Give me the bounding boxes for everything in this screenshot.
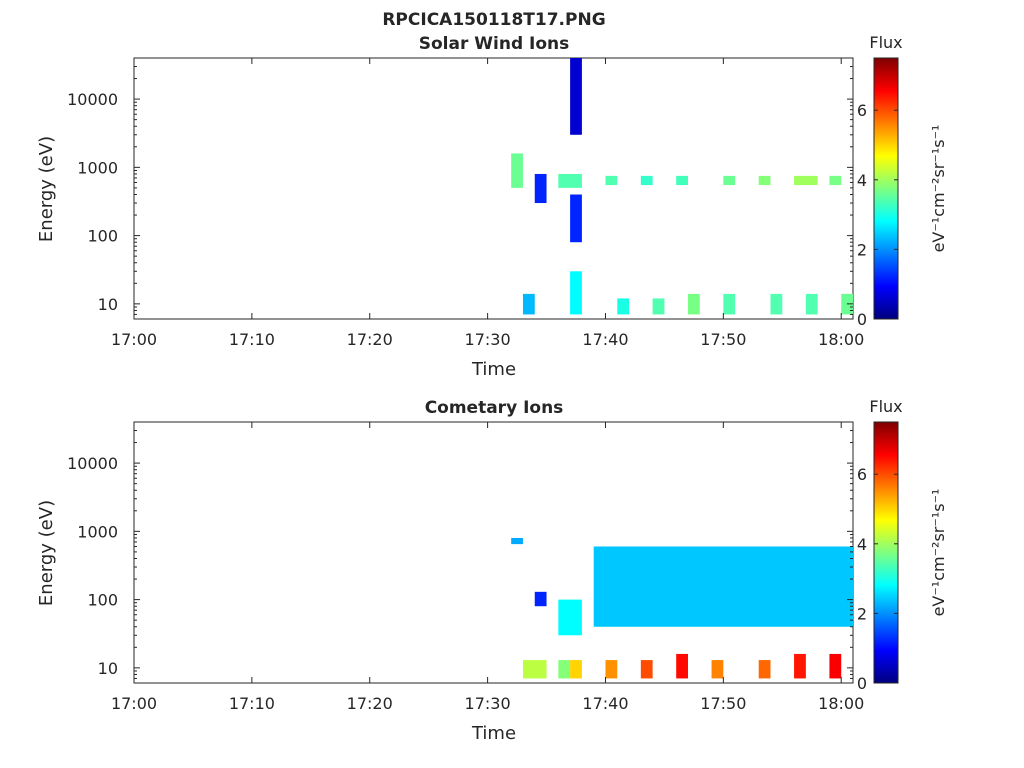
- x-tick-label: 17:20: [347, 694, 393, 713]
- colorbar-unit-label: eV⁻¹cm⁻²sr⁻¹s⁻¹: [929, 489, 948, 617]
- cometary-xlabel: Time: [471, 723, 516, 744]
- flux-band: [640, 660, 653, 679]
- x-tick-label: 17:50: [700, 330, 746, 349]
- flux-band: [687, 293, 700, 315]
- x-tick-label: 18:00: [818, 694, 864, 713]
- x-tick-label: 17:30: [465, 330, 511, 349]
- flux-band: [829, 653, 842, 679]
- flux-band: [640, 175, 653, 186]
- flux-band: [770, 293, 783, 315]
- colorbar-tick-label: 2: [857, 604, 867, 623]
- flux-band: [676, 175, 688, 186]
- solar-wind-title: Solar Wind Ions: [419, 34, 570, 54]
- flux-band: [534, 173, 547, 204]
- cometary-title: Cometary Ions: [425, 398, 564, 418]
- flux-band: [758, 660, 771, 679]
- flux-band: [570, 58, 582, 135]
- y-tick-label: 10000: [67, 90, 118, 109]
- x-tick-label: 17:20: [347, 330, 393, 349]
- flux-band: [605, 660, 618, 679]
- flux-band: [829, 175, 842, 186]
- flux-band: [522, 293, 535, 315]
- flux-band: [758, 175, 771, 186]
- colorbar-tick-label: 6: [857, 101, 867, 120]
- colorbar-tick-label: 4: [857, 171, 867, 190]
- flux-band: [570, 271, 582, 315]
- flux-band: [805, 293, 818, 315]
- colorbar-title: Flux: [869, 397, 902, 416]
- flux-band: [522, 660, 547, 679]
- cometary-spectrogram: [511, 537, 853, 679]
- colorbar-tick-label: 0: [857, 674, 867, 693]
- figure-title: RPCICA150118T17.PNG: [382, 10, 605, 30]
- flux-band: [570, 660, 582, 679]
- colorbar-unit-label: eV⁻¹cm⁻²sr⁻¹s⁻¹: [929, 125, 948, 253]
- colorbar-gradient: [873, 57, 899, 320]
- solar-wind-panel: Solar Wind Ions 17:00 17:10 17:20 17:30 17:4…: [36, 33, 948, 380]
- flux-band: [511, 153, 523, 188]
- x-tick-label: 17:10: [229, 694, 275, 713]
- flux-band: [711, 660, 724, 679]
- colorbar-tick-label: 6: [857, 465, 867, 484]
- flux-band: [605, 175, 618, 186]
- cometary-panel: Cometary Ions 17:00 17:10 17:20 17:30 17:40 1…: [36, 397, 948, 744]
- colorbar-title: Flux: [869, 33, 902, 52]
- y-tick-label: 1000: [77, 522, 118, 541]
- solar-wind-plot-area: [133, 57, 854, 320]
- solar-wind-colorbar: Flux 0 2 4 6 eV⁻¹cm⁻²sr⁻¹s⁻¹: [857, 33, 948, 329]
- x-tick-label: 17:40: [582, 694, 628, 713]
- colorbar-tick-label: 0: [857, 310, 867, 329]
- flux-band: [558, 660, 571, 679]
- flux-band: [511, 537, 523, 545]
- flux-band: [534, 591, 547, 607]
- flux-band: [558, 173, 582, 188]
- colorbar-tick-label: 2: [857, 240, 867, 259]
- y-tick-label: 1000: [77, 158, 118, 177]
- solar-wind-xlabel: Time: [471, 359, 516, 380]
- flux-band: [593, 546, 853, 627]
- y-tick-label: 10: [98, 295, 118, 314]
- x-tick-label: 17:40: [582, 330, 628, 349]
- y-tick-label: 100: [87, 591, 118, 610]
- cometary-colorbar: Flux 0 2 4 6 eV⁻¹cm⁻²sr⁻¹s⁻¹: [857, 397, 948, 693]
- colorbar-gradient: [873, 421, 899, 684]
- flux-band: [558, 599, 582, 636]
- y-tick-label: 10: [98, 659, 118, 678]
- flux-band: [723, 175, 736, 186]
- x-tick-label: 18:00: [818, 330, 864, 349]
- solar-wind-spectrogram: [511, 58, 853, 315]
- cometary-axes: 17:00 17:10 17:20 17:30 17:40 17:50 18:00 10 100…: [67, 421, 864, 713]
- x-tick-label: 17:30: [465, 694, 511, 713]
- flux-band: [794, 653, 806, 679]
- flux-band: [617, 298, 630, 315]
- x-tick-label: 17:10: [229, 330, 275, 349]
- y-tick-label: 10000: [67, 454, 118, 473]
- y-tick-label: 100: [87, 227, 118, 246]
- cometary-ylabel: Energy (eV): [36, 500, 57, 606]
- x-tick-label: 17:00: [111, 694, 157, 713]
- colorbar-tick-label: 4: [857, 535, 867, 554]
- flux-band: [652, 298, 665, 315]
- flux-band: [794, 175, 818, 186]
- solar-wind-ylabel: Energy (eV): [36, 136, 57, 242]
- flux-band: [570, 194, 582, 243]
- flux-band: [676, 653, 688, 679]
- solar-wind-axes: 17:00 17:10 17:20 17:30 17:40 17:50 18:00 10 100…: [67, 57, 864, 349]
- x-tick-label: 17:50: [700, 694, 746, 713]
- x-tick-label: 17:00: [111, 330, 157, 349]
- flux-band: [723, 293, 736, 315]
